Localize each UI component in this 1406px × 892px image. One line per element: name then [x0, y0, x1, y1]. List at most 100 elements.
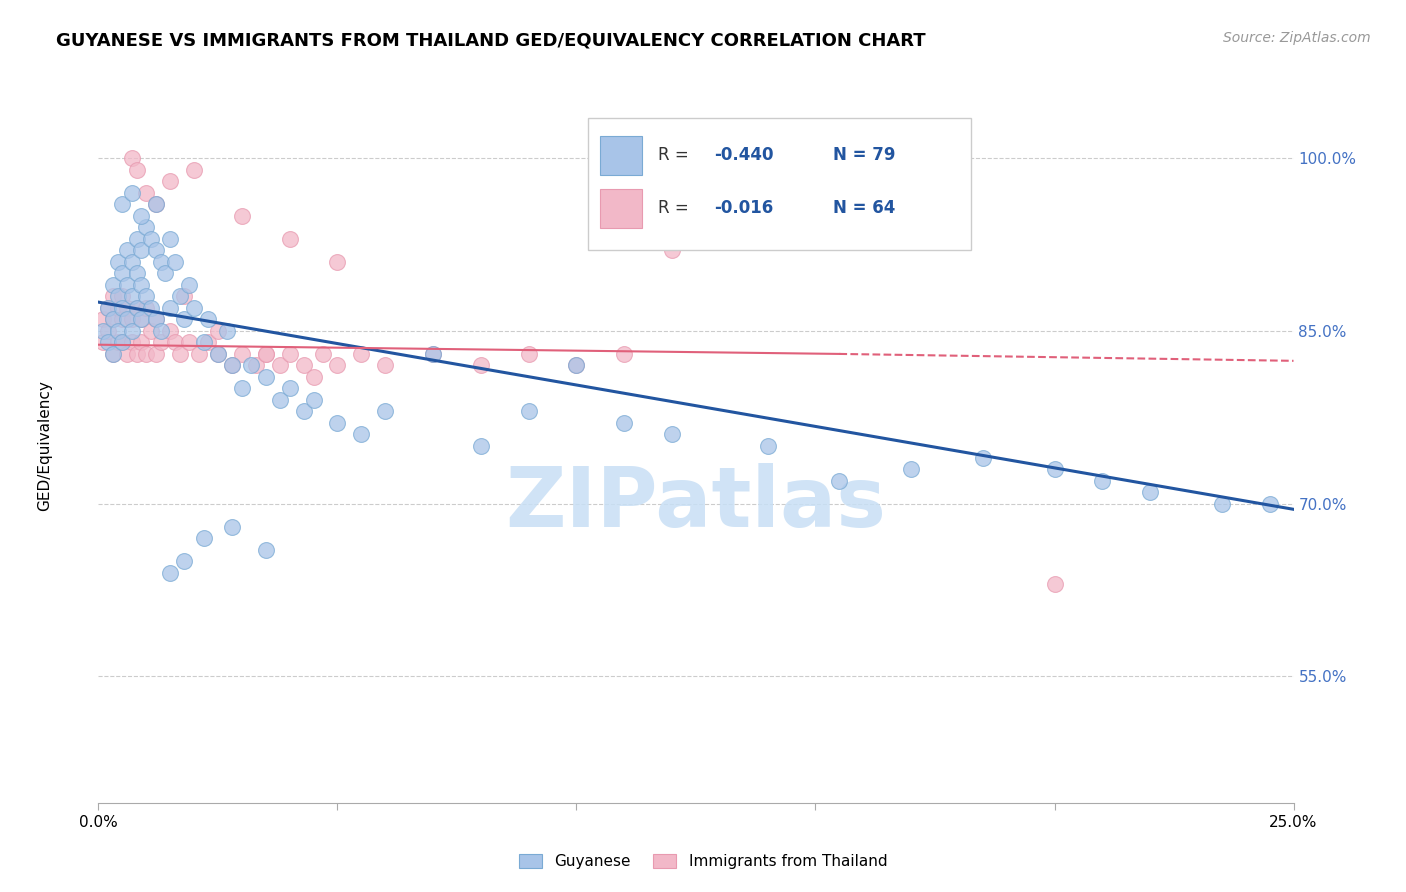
- Point: [197, 335, 219, 350]
- Point: [131, 312, 153, 326]
- Point: [145, 197, 167, 211]
- Point: [145, 197, 167, 211]
- Point: [121, 151, 143, 165]
- Point: [231, 209, 253, 223]
- Point: [350, 347, 373, 361]
- Point: [972, 450, 994, 465]
- Text: Source: ZipAtlas.com: Source: ZipAtlas.com: [1223, 31, 1371, 45]
- Point: [422, 347, 444, 361]
- Point: [1043, 462, 1066, 476]
- Point: [312, 347, 335, 361]
- Point: [173, 312, 195, 326]
- Point: [135, 186, 157, 200]
- Point: [111, 335, 134, 350]
- Point: [221, 359, 243, 373]
- Point: [149, 335, 172, 350]
- Point: [179, 277, 201, 292]
- Point: [193, 335, 215, 350]
- Point: [254, 347, 277, 361]
- Point: [231, 381, 253, 395]
- Text: GED/Equivalency: GED/Equivalency: [37, 381, 52, 511]
- Point: [183, 162, 205, 177]
- Point: [155, 266, 177, 280]
- Point: [97, 301, 120, 315]
- Point: [217, 324, 239, 338]
- Point: [470, 359, 492, 373]
- Point: [1258, 497, 1281, 511]
- Point: [187, 347, 209, 361]
- Point: [149, 324, 172, 338]
- Point: [193, 531, 215, 545]
- Point: [121, 186, 143, 200]
- Point: [135, 289, 157, 303]
- Point: [125, 301, 148, 315]
- Point: [159, 174, 181, 188]
- Point: [828, 474, 851, 488]
- Point: [91, 324, 114, 338]
- Text: N = 64: N = 64: [834, 200, 896, 218]
- Point: [111, 266, 134, 280]
- Text: R =: R =: [658, 200, 693, 218]
- Point: [326, 359, 349, 373]
- Point: [131, 335, 153, 350]
- Point: [159, 566, 181, 580]
- Point: [121, 324, 143, 338]
- Point: [374, 404, 396, 418]
- Point: [101, 312, 124, 326]
- Point: [139, 232, 162, 246]
- Point: [131, 312, 153, 326]
- Point: [163, 335, 186, 350]
- Point: [121, 289, 143, 303]
- Point: [422, 347, 444, 361]
- Point: [613, 416, 636, 430]
- Point: [159, 232, 181, 246]
- Point: [197, 312, 219, 326]
- Text: R =: R =: [658, 146, 693, 164]
- FancyBboxPatch shape: [600, 189, 643, 228]
- Point: [131, 209, 153, 223]
- Text: N = 79: N = 79: [834, 146, 896, 164]
- Point: [91, 335, 114, 350]
- Point: [613, 347, 636, 361]
- Text: -0.016: -0.016: [714, 200, 773, 218]
- Point: [115, 277, 138, 292]
- Point: [111, 289, 134, 303]
- Point: [254, 542, 277, 557]
- Point: [101, 347, 124, 361]
- Point: [254, 347, 277, 361]
- Point: [115, 244, 138, 258]
- Point: [169, 347, 191, 361]
- Point: [135, 347, 157, 361]
- Point: [135, 301, 157, 315]
- Point: [179, 335, 201, 350]
- Point: [240, 359, 263, 373]
- Point: [292, 359, 315, 373]
- Point: [111, 335, 134, 350]
- Point: [97, 324, 120, 338]
- Point: [115, 301, 138, 315]
- FancyBboxPatch shape: [600, 136, 643, 175]
- Point: [125, 301, 148, 315]
- Point: [111, 197, 134, 211]
- Point: [173, 289, 195, 303]
- Point: [302, 392, 325, 407]
- Point: [115, 312, 138, 326]
- Point: [121, 255, 143, 269]
- Point: [107, 301, 129, 315]
- Point: [135, 220, 157, 235]
- Point: [756, 439, 779, 453]
- Point: [97, 335, 120, 350]
- Point: [245, 359, 267, 373]
- Point: [278, 232, 301, 246]
- Point: [121, 335, 143, 350]
- Point: [221, 359, 243, 373]
- Point: [125, 347, 148, 361]
- Point: [900, 462, 922, 476]
- Point: [91, 312, 114, 326]
- Point: [125, 266, 148, 280]
- Point: [1043, 577, 1066, 591]
- Point: [101, 347, 124, 361]
- Point: [278, 381, 301, 395]
- Point: [207, 347, 229, 361]
- Point: [145, 312, 167, 326]
